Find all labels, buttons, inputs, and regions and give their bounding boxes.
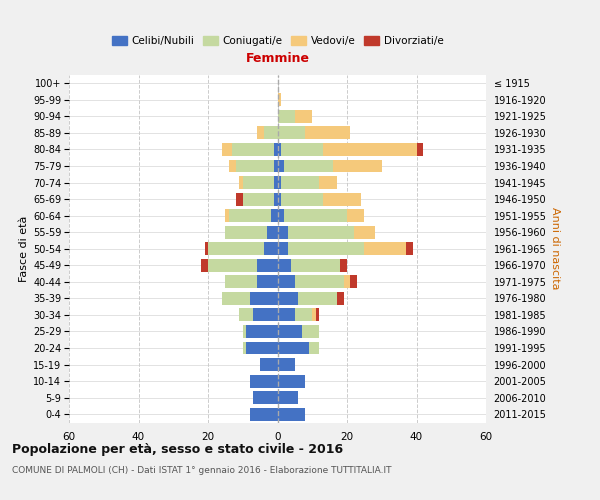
Bar — [257, 276, 277, 288]
Bar — [222, 143, 232, 156]
Bar — [232, 143, 274, 156]
Bar — [226, 276, 257, 288]
Bar — [274, 143, 277, 156]
Bar — [274, 160, 277, 172]
Bar — [344, 276, 350, 288]
Bar — [323, 192, 361, 205]
Bar — [260, 358, 277, 371]
Bar — [277, 94, 281, 106]
Bar — [337, 292, 344, 305]
Bar — [257, 126, 263, 140]
Bar — [354, 226, 375, 238]
Bar — [416, 143, 424, 156]
Bar — [406, 242, 413, 255]
Bar — [239, 308, 253, 322]
Bar — [243, 325, 246, 338]
Bar — [281, 143, 323, 156]
Bar — [226, 226, 267, 238]
Bar — [309, 342, 319, 354]
Bar — [229, 160, 236, 172]
Y-axis label: Anni di nascita: Anni di nascita — [550, 208, 560, 290]
Bar — [226, 209, 229, 222]
Bar — [208, 259, 257, 272]
Bar — [277, 308, 295, 322]
Bar — [316, 308, 319, 322]
Bar — [302, 325, 319, 338]
Bar — [277, 391, 298, 404]
Bar — [347, 209, 364, 222]
Bar — [277, 126, 305, 140]
Bar — [277, 143, 281, 156]
Bar — [277, 342, 309, 354]
Bar — [267, 226, 277, 238]
Bar — [274, 176, 277, 189]
Bar — [295, 308, 312, 322]
Bar — [236, 160, 274, 172]
Bar — [319, 176, 337, 189]
Bar — [298, 292, 337, 305]
Bar — [277, 325, 302, 338]
Legend: Celibi/Nubili, Coniugati/e, Vedovi/e, Divorziati/e: Celibi/Nubili, Coniugati/e, Vedovi/e, Di… — [107, 32, 448, 50]
Bar — [243, 342, 246, 354]
Bar — [295, 110, 312, 123]
Bar — [277, 242, 288, 255]
Bar — [277, 226, 288, 238]
Bar — [281, 176, 319, 189]
Bar — [222, 292, 250, 305]
Bar — [277, 209, 284, 222]
Bar — [250, 374, 277, 388]
Bar — [257, 259, 277, 272]
Bar — [350, 276, 358, 288]
Bar — [288, 226, 354, 238]
Bar — [277, 374, 305, 388]
Bar — [263, 126, 277, 140]
Bar — [305, 126, 350, 140]
Bar — [229, 209, 271, 222]
Bar — [208, 242, 263, 255]
Bar — [277, 192, 281, 205]
Bar — [295, 276, 344, 288]
Bar — [277, 110, 295, 123]
Bar — [277, 358, 295, 371]
Bar — [250, 408, 277, 420]
Text: Popolazione per età, sesso e stato civile - 2016: Popolazione per età, sesso e stato civil… — [12, 442, 343, 456]
Bar — [292, 259, 340, 272]
Text: Femmine: Femmine — [245, 52, 310, 64]
Bar — [274, 192, 277, 205]
Bar — [253, 391, 277, 404]
Bar — [288, 242, 364, 255]
Bar — [253, 308, 277, 322]
Bar — [277, 276, 295, 288]
Bar — [364, 242, 406, 255]
Bar — [277, 176, 281, 189]
Bar — [277, 259, 292, 272]
Bar — [236, 192, 243, 205]
Bar — [271, 209, 277, 222]
Bar — [205, 242, 208, 255]
Bar — [284, 160, 333, 172]
Bar — [312, 308, 316, 322]
Bar — [284, 209, 347, 222]
Bar — [277, 408, 305, 420]
Bar — [246, 342, 277, 354]
Bar — [243, 176, 274, 189]
Text: COMUNE DI PALMOLI (CH) - Dati ISTAT 1° gennaio 2016 - Elaborazione TUTTITALIA.IT: COMUNE DI PALMOLI (CH) - Dati ISTAT 1° g… — [12, 466, 392, 475]
Bar — [281, 192, 323, 205]
Bar — [277, 292, 298, 305]
Y-axis label: Fasce di età: Fasce di età — [19, 216, 29, 282]
Bar — [250, 292, 277, 305]
Bar — [263, 242, 277, 255]
Bar — [277, 160, 284, 172]
Bar — [201, 259, 208, 272]
Bar — [239, 176, 243, 189]
Bar — [333, 160, 382, 172]
Bar — [246, 325, 277, 338]
Bar — [340, 259, 347, 272]
Bar — [323, 143, 416, 156]
Bar — [243, 192, 274, 205]
